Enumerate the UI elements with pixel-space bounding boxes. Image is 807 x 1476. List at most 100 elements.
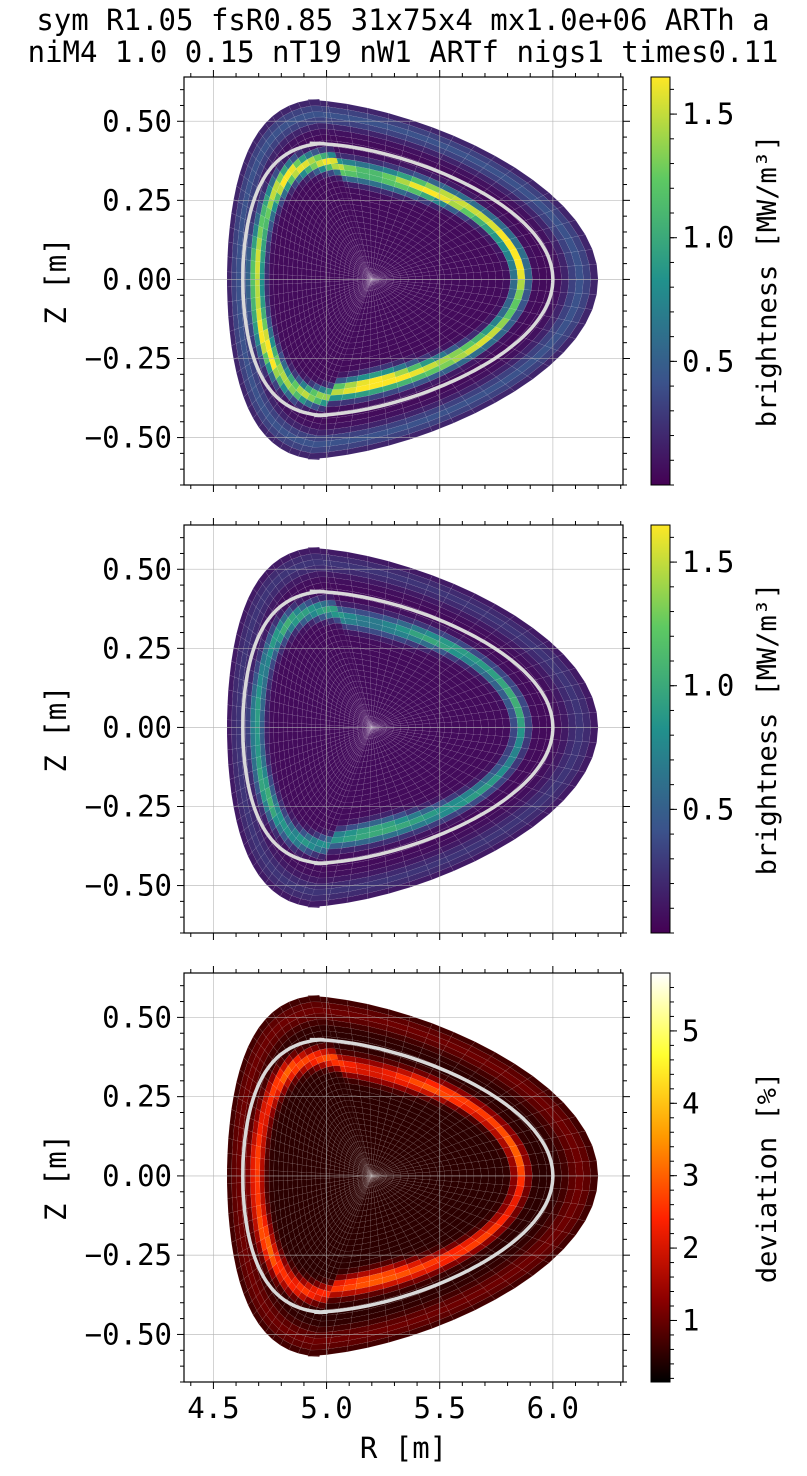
mesh-cell [274, 284, 279, 294]
mesh-cell [283, 293, 288, 303]
mesh-cell [459, 273, 467, 279]
mesh-cell [279, 703, 284, 713]
mesh-cell [227, 735, 232, 750]
mesh-cell [260, 285, 265, 297]
mesh-cell [444, 274, 452, 279]
mesh-cell [311, 718, 316, 725]
mesh-cell [423, 727, 431, 731]
mesh-cell [368, 750, 372, 756]
colorbar-label: brightness [MW/m³] [752, 135, 783, 428]
mesh-cell [292, 715, 297, 724]
mesh-cell [288, 292, 293, 301]
mesh-cell [283, 714, 288, 723]
mesh-cell [260, 698, 265, 710]
mesh-cell [250, 261, 255, 274]
mesh-cell [260, 250, 265, 262]
mesh-cell [269, 701, 274, 712]
mesh-cell [269, 295, 274, 306]
mesh-cell [517, 269, 525, 279]
mesh-cell [316, 265, 321, 272]
mesh-cell [274, 712, 279, 722]
mesh-cell [495, 727, 503, 736]
mesh-cell [227, 705, 232, 720]
mesh-cell [488, 727, 496, 735]
mesh-cell [330, 721, 335, 726]
mesh-cell [278, 713, 283, 723]
mesh-cell [302, 283, 307, 291]
y-tick-label: 0.25 [102, 183, 172, 217]
mesh-cell [531, 716, 539, 727]
mesh-cell [444, 727, 452, 732]
mesh-cell [292, 731, 297, 740]
mesh-cell [302, 269, 307, 277]
mesh-cell [288, 284, 293, 293]
colorbar-tick-label: 0.5 [682, 344, 734, 378]
mesh-cell [269, 263, 274, 274]
mesh-cell [288, 740, 293, 749]
mesh-cell [283, 284, 288, 294]
mesh-cell [560, 279, 569, 292]
mesh-cell [236, 258, 241, 272]
y-axis-label: Z [m] [39, 685, 73, 772]
mesh-cell [288, 266, 293, 275]
mesh-cell [246, 260, 251, 273]
mesh-cell [255, 285, 260, 297]
mesh-cell [246, 708, 251, 721]
mesh-cell [539, 727, 547, 739]
y-tick-label: −0.50 [85, 421, 172, 455]
mesh-cell [335, 722, 340, 726]
mesh-cell [302, 717, 307, 725]
mesh-cell [246, 734, 251, 747]
mesh-cell [307, 263, 312, 270]
mesh-cell [339, 274, 344, 278]
figure-title-line-1: sym R1.05 fsR0.85 31x75x4 mx1.0e+06 ARTh… [36, 3, 769, 37]
mesh-cell [311, 264, 316, 271]
mesh-cell [589, 727, 598, 742]
mesh-cell [307, 711, 312, 718]
mesh-cell [228, 301, 234, 317]
colorbar-tick-label: 1.5 [682, 545, 734, 579]
mesh-cell [288, 732, 293, 741]
mesh-cell [316, 713, 321, 720]
mesh-cell [293, 259, 298, 268]
mesh-cell [306, 717, 311, 724]
mesh-cell [255, 261, 260, 273]
y-tick-label: −0.25 [85, 341, 172, 375]
mesh-cell [589, 264, 598, 279]
mesh-cell [264, 285, 269, 296]
mesh-cell [269, 711, 274, 722]
mesh-cell [269, 285, 274, 296]
mesh-cell [510, 270, 518, 280]
mesh-cell [297, 290, 302, 298]
mesh-cell [293, 291, 298, 300]
mesh-cell [560, 714, 569, 727]
mesh-cell [227, 287, 232, 302]
mesh-cell [335, 274, 340, 278]
mesh-cell [466, 727, 474, 734]
mesh-cell [502, 718, 510, 727]
mesh-cell [306, 731, 311, 738]
mesh-cell [274, 732, 279, 742]
mesh-cell [466, 279, 474, 286]
mesh-cell [236, 286, 241, 300]
mesh-cell [502, 270, 510, 279]
colorbar-tick-label: 1.5 [682, 97, 734, 131]
mesh-cell [297, 731, 302, 739]
mesh-cell [371, 705, 374, 711]
y-axis-label: Z [m] [39, 237, 73, 324]
mesh-cell [488, 719, 496, 727]
mesh-cell [589, 712, 598, 727]
colorbar-label: brightness [MW/m³] [752, 583, 783, 876]
mesh-cell [232, 258, 237, 273]
mesh-cell [274, 742, 279, 753]
mesh-cell [260, 262, 265, 274]
mesh-cell [339, 722, 344, 726]
colorbar-gradient [651, 525, 670, 933]
mesh-cell [288, 258, 293, 267]
mesh-cell [264, 711, 269, 722]
mesh-cell [330, 273, 335, 278]
colorbar-tick-label: 0.5 [682, 792, 734, 826]
y-tick-label: 0.25 [102, 631, 172, 665]
mesh-cell [288, 714, 293, 723]
